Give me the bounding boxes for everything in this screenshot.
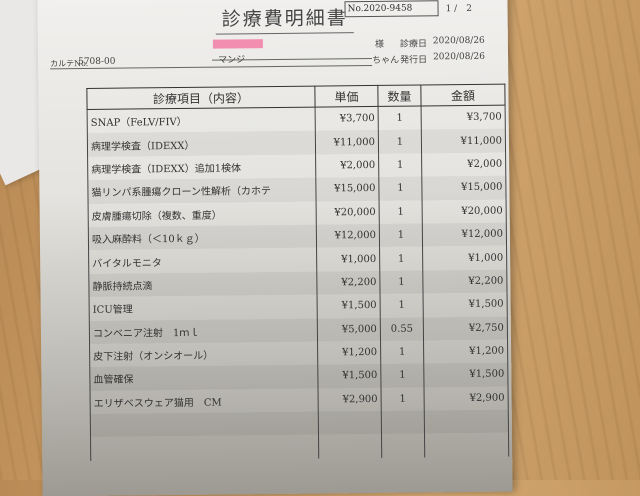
quantity-cell: 1	[379, 246, 423, 271]
unit-price-cell: ¥1,000	[316, 247, 380, 272]
unit-price-cell: ¥3,700	[315, 106, 379, 131]
item-cell: 病理学検査（IDEXX）	[87, 130, 316, 157]
quantity-cell: 1	[378, 153, 422, 178]
quantity-cell: 1	[379, 223, 423, 248]
treatment-date-label: 診療日	[399, 39, 427, 50]
amount-cell: ¥12,000	[422, 222, 507, 247]
col-unit-price: 単価	[314, 85, 379, 108]
amount-cell: ¥1,000	[422, 245, 507, 271]
col-quantity: 数量	[377, 84, 422, 107]
amount-cell: ¥3,700	[421, 105, 506, 130]
unit-price-cell: ¥1,500	[317, 294, 381, 319]
amount-cell: ¥1,500	[423, 292, 508, 317]
document-title: 診療費明細書	[215, 3, 354, 35]
quantity-cell: 1	[378, 176, 423, 201]
quantity-cell: 0.55	[380, 316, 424, 341]
honorific: 様	[374, 39, 384, 50]
unit-price-cell: ¥2,000	[315, 153, 379, 178]
pet-name: マンジ	[218, 55, 246, 66]
item-cell: 吸入麻酔料（＜10ｋｇ）	[88, 224, 317, 251]
amount-cell	[424, 433, 509, 458]
amount-cell: ¥2,000	[421, 152, 506, 177]
quantity-cell: 1	[379, 270, 424, 295]
unit-price-cell: ¥15,000	[315, 177, 380, 202]
quantity-cell: 1	[379, 200, 423, 224]
unit-price-cell	[318, 434, 382, 459]
unit-price-cell: ¥2,900	[318, 387, 382, 412]
issue-date-label: 発行日	[400, 55, 428, 66]
amount-cell: ¥15,000	[421, 175, 507, 201]
unit-price-cell: ¥1,200	[317, 340, 381, 365]
item-cell: 血管確保	[89, 364, 319, 391]
item-cell: バイタルモニタ	[88, 247, 317, 274]
unit-price-cell: ¥11,000	[315, 130, 379, 155]
quantity-cell: 1	[378, 129, 422, 154]
amount-cell: ¥2,750	[423, 316, 508, 341]
unit-price-cell	[318, 410, 382, 436]
unit-price-cell: ¥20,000	[316, 200, 380, 225]
item-cell: SNAP（FeLV/FIV）	[87, 107, 316, 134]
item-cell	[90, 435, 319, 461]
item-cell: 病理学検査（IDEXX）追加1検体	[87, 154, 316, 181]
table-row	[90, 433, 509, 461]
unit-price-cell: ¥2,200	[316, 270, 381, 295]
quantity-cell: 1	[380, 293, 424, 318]
issue-date: 2020/08/26	[433, 51, 485, 63]
item-cell: コンベニア注射 1ｍｌ	[89, 318, 318, 344]
item-cell: ICU管理	[89, 294, 318, 321]
quantity-cell	[381, 433, 425, 458]
unit-price-cell: ¥5,000	[317, 317, 381, 342]
amount-cell: ¥2,900	[424, 386, 509, 411]
unit-price-cell: ¥1,500	[317, 364, 382, 389]
quantity-cell: 1	[378, 105, 422, 131]
quantity-cell: 1	[380, 363, 425, 388]
item-cell: 皮膚腫瘍切除（複数、重度）	[88, 201, 317, 227]
quantity-cell: 1	[381, 387, 425, 411]
amount-cell: ¥20,000	[422, 199, 507, 224]
item-cell: 静脈持続点滴	[88, 271, 318, 298]
pet-suffix: ちゃん	[372, 55, 400, 66]
item-cell: エリザベスウェア猫用 CM	[90, 388, 319, 415]
invoice-paper: 診療費明細書 No.2020-9458 1 / 2 様 診療日 2020/08/…	[37, 0, 513, 496]
col-item: 診療項目（内容）	[86, 86, 316, 110]
quantity-cell: 1	[380, 340, 424, 365]
page-number: 1 / 2	[445, 3, 472, 15]
itemized-table: 診療項目（内容） 単価 数量 金額 SNAP（FeLV/FIV） ¥3,700 1 ¥…	[86, 84, 509, 461]
amount-cell: ¥11,000	[421, 128, 506, 154]
unit-price-cell: ¥12,000	[316, 223, 380, 248]
item-cell	[90, 411, 319, 438]
amount-cell: ¥1,500	[423, 362, 509, 388]
amount-cell: ¥2,200	[422, 269, 508, 294]
document-number: No.2020-9458	[344, 0, 439, 18]
amount-cell	[424, 409, 509, 434]
quantity-cell	[381, 410, 425, 435]
col-amount: 金額	[420, 84, 506, 106]
amount-cell: ¥1,200	[423, 339, 508, 364]
item-cell: 皮下注射（オンシオール）	[89, 341, 318, 368]
item-cell: 猫リンパ系腫瘍クローン性解析（カホテ	[87, 177, 317, 204]
chart-number: 5708-00	[78, 56, 116, 68]
treatment-date: 2020/08/26	[432, 35, 485, 47]
